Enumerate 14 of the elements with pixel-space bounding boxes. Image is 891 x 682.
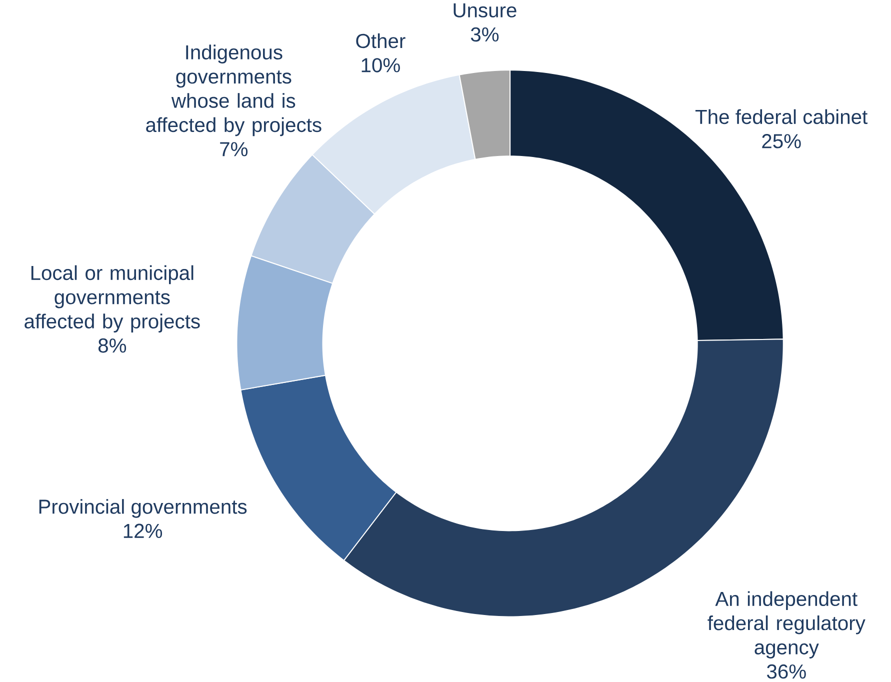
data-label: 7% (220, 142, 248, 156)
slice-label: Unsure (454, 3, 516, 18)
slice-label: Local or municipal governments affected by projects (24, 265, 200, 332)
slice-label: Provincial governments (39, 499, 247, 518)
data-label: 8% (98, 338, 126, 353)
slice-label: The federal cabinet (695, 109, 868, 124)
data-label: 12% (124, 524, 162, 538)
data-label: 10% (362, 58, 400, 72)
data-label: 3% (470, 27, 499, 42)
slice-label: Indigenous governments whose land is affected by projects (146, 44, 322, 136)
slice-label: Other (356, 33, 406, 48)
data-label: 25% (762, 134, 801, 148)
data-label: 36% (767, 664, 806, 679)
slice-label: An independent federal regulatory agency (708, 591, 866, 658)
